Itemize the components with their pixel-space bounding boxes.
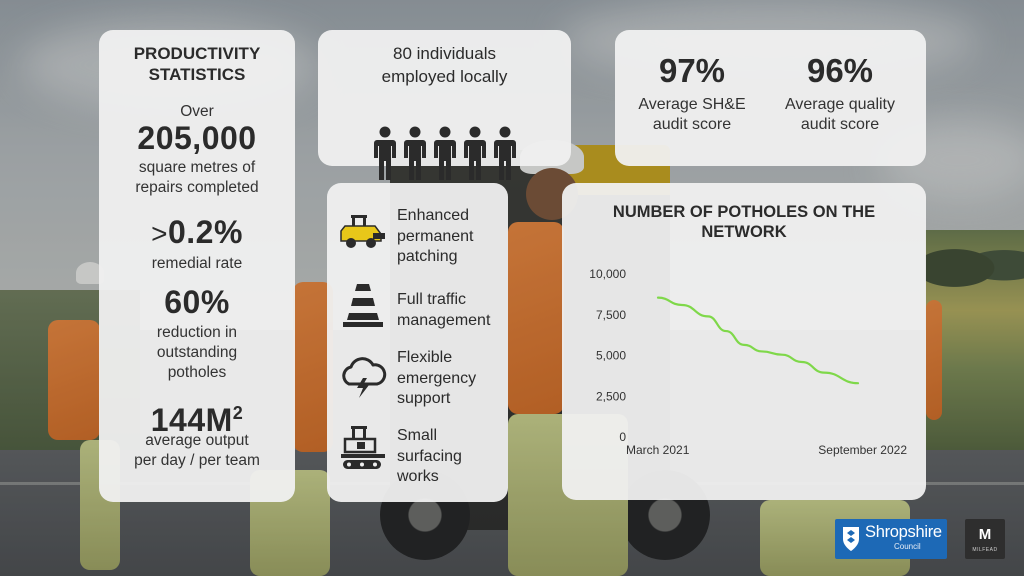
y-tick-label: 10,000	[589, 267, 626, 281]
she-audit: 97% Average SH&E audit score	[617, 52, 767, 135]
quality-audit: 96% Average quality audit score	[765, 52, 915, 135]
chart-title: NUMBER OF POTHOLES ON THE NETWORK	[612, 203, 876, 241]
audit-card: 97% Average SH&E audit score 96% Average…	[615, 30, 926, 166]
potholes-chart-card: NUMBER OF POTHOLES ON THE NETWORK 10,000…	[562, 183, 926, 500]
service-label: Full traffic management	[397, 291, 491, 329]
reduction-value: 60%	[164, 284, 230, 320]
reduction-label: reduction in outstanding potholes	[156, 324, 238, 381]
person-icon	[464, 126, 486, 180]
remedial-value: >0.2%	[151, 214, 243, 250]
people-icon	[372, 126, 518, 180]
person-icon	[494, 126, 516, 180]
y-tick-label: 0	[619, 430, 626, 444]
contractor-logo: M MILFEAD	[965, 519, 1005, 559]
area-value: 205,000	[137, 120, 257, 156]
person-icon	[404, 126, 426, 180]
person-icon	[374, 126, 396, 180]
remedial-label: remedial rate	[151, 255, 243, 272]
series-line	[656, 296, 860, 385]
output-value: 144M2	[150, 402, 244, 438]
services-card: Enhanced permanent patching Full traffic…	[327, 183, 508, 502]
quality-audit-label: Average quality audit score	[785, 96, 895, 133]
productivity-card: PRODUCTIVITY STATISTICS Over 205,000 squ…	[99, 30, 295, 502]
service-label: Enhanced permanent patching	[397, 207, 474, 265]
contractor-sub: MILFEAD	[972, 547, 998, 553]
person-icon	[434, 126, 456, 180]
contractor-mark: M	[978, 526, 992, 543]
paver-icon	[341, 426, 385, 469]
employment-text: 80 individuals employed locally	[381, 44, 508, 86]
shropshire-council-logo: Shropshire Council	[835, 519, 947, 559]
she-audit-value: 97%	[658, 52, 726, 89]
output-label: average output per day / per team	[134, 432, 260, 469]
x-tick-label: March 2021	[626, 443, 690, 457]
y-tick-label: 7,500	[596, 308, 626, 322]
employment-card: 80 individuals employed locally	[318, 30, 571, 180]
shropshire-name: Shropshire	[865, 523, 942, 541]
storm-cloud-icon	[342, 357, 387, 398]
service-label: Flexible emergency support	[397, 349, 477, 407]
she-audit-label: Average SH&E audit score	[638, 96, 746, 133]
service-label: Small surfacing works	[397, 427, 462, 485]
traffic-cone-icon	[343, 284, 383, 327]
shield-icon	[843, 527, 859, 551]
quality-audit-value: 96%	[806, 52, 874, 89]
area-label: square metres of repairs completed	[135, 159, 259, 196]
y-tick-label: 5,000	[596, 349, 626, 363]
patching-machine-icon	[340, 215, 385, 248]
y-tick-label: 2,500	[596, 389, 626, 403]
over-label: Over	[180, 103, 214, 120]
shropshire-sub: Council	[894, 542, 921, 551]
productivity-title: PRODUCTIVITY STATISTICS	[133, 44, 261, 84]
x-tick-label: September 2022	[818, 443, 907, 457]
